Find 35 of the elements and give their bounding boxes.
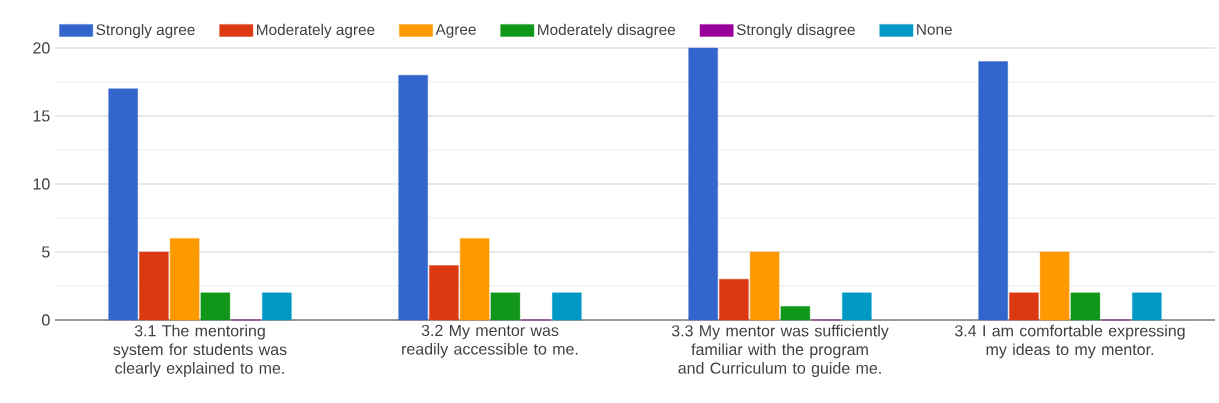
bar xyxy=(1132,292,1162,321)
legend-label: Strongly disagree xyxy=(736,23,855,39)
y-tick-label: 0 xyxy=(42,314,50,326)
legend-label: Strongly agree xyxy=(96,23,195,39)
bar xyxy=(978,61,1008,321)
legend-label: Moderately disagree xyxy=(538,23,676,39)
y-tick-label: 15 xyxy=(33,110,50,122)
y-tick-label: 20 xyxy=(33,42,50,54)
bar xyxy=(1009,292,1039,321)
bar xyxy=(490,292,521,321)
x-tick-label: 3.3 My mentor was sufficiently familiar with the program and Curriculum to guide me. xyxy=(671,324,889,377)
x-tick-label: 3.2 My mentor was readily accessible to me. xyxy=(402,324,578,358)
legend-label: Moderately agree xyxy=(257,23,375,39)
bar xyxy=(1039,251,1070,321)
bar xyxy=(429,265,459,321)
bar xyxy=(780,306,811,321)
bar xyxy=(842,292,872,321)
x-tick-label: 3.4 I am comfortable expressing my ideas to my mentor. xyxy=(955,324,1185,359)
bar xyxy=(1070,292,1101,321)
bar xyxy=(398,75,428,321)
bar xyxy=(200,292,231,321)
bar xyxy=(688,47,718,321)
bar xyxy=(262,292,292,321)
legend-label: Agree xyxy=(435,24,476,38)
bar xyxy=(749,251,780,321)
x-tick-label: 3.1 The mentoring system for students was clearly explained to me. xyxy=(113,324,287,377)
y-tick-label: 10 xyxy=(33,178,50,190)
bar xyxy=(169,238,200,321)
bar xyxy=(719,279,749,321)
bar xyxy=(552,292,582,321)
bar xyxy=(459,238,490,321)
y-tick-label: 5 xyxy=(42,246,50,258)
bar xyxy=(108,88,138,321)
bar xyxy=(139,251,169,321)
legend-label: None xyxy=(917,24,952,35)
